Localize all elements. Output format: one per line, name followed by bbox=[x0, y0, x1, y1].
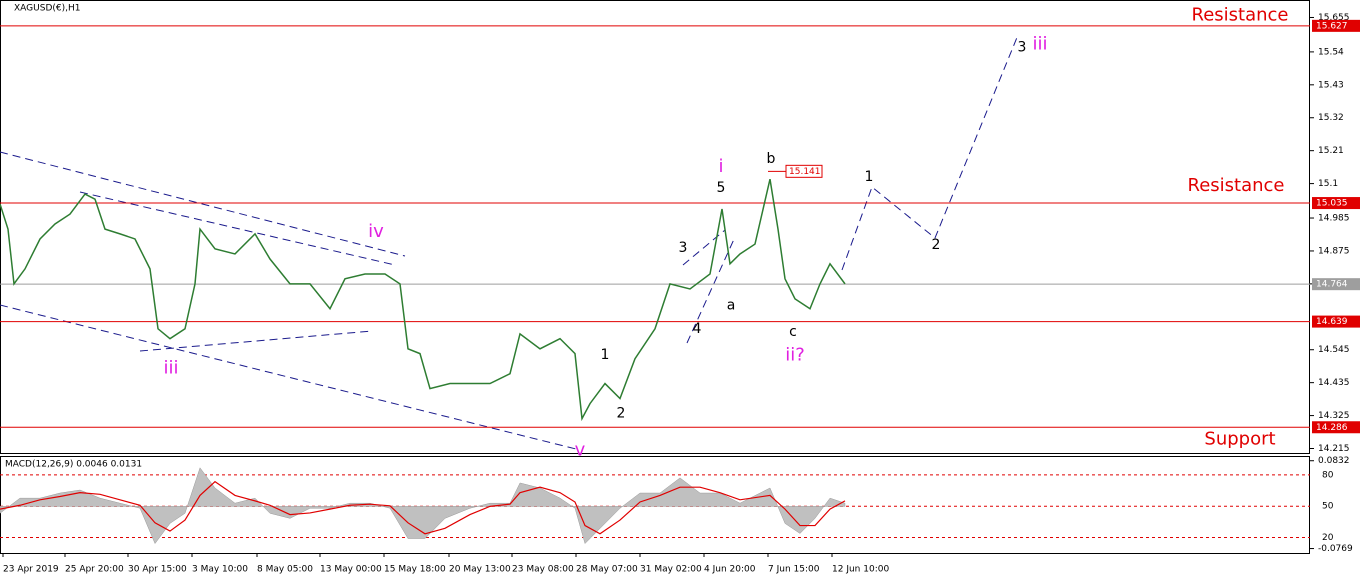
x-tick-label: 15 May 18:00 bbox=[384, 565, 446, 575]
wave-label: Resistance bbox=[1188, 175, 1285, 196]
price-frame bbox=[0, 0, 1310, 454]
wave-label: i bbox=[718, 156, 723, 177]
x-tick-label: 31 May 02:00 bbox=[640, 565, 702, 575]
y-tick-label: 0.0832 bbox=[1318, 456, 1350, 466]
x-tick-label: 28 May 07:00 bbox=[576, 565, 638, 575]
signal-line bbox=[0, 480, 846, 535]
x-tick-label: 3 May 10:00 bbox=[192, 565, 248, 575]
wave-label: 5 bbox=[717, 180, 726, 196]
macd-area bbox=[0, 467, 846, 545]
wave-label: iii bbox=[163, 358, 178, 379]
wave-label: a bbox=[727, 298, 736, 314]
wave-label: ii? bbox=[785, 345, 805, 366]
macd-frame bbox=[0, 456, 1310, 554]
wave-label: 2 bbox=[932, 237, 941, 253]
wave-label: c bbox=[789, 324, 797, 340]
x-tick-label: 25 Apr 20:00 bbox=[65, 565, 124, 575]
price-tag-box bbox=[785, 164, 823, 178]
y-tick-label: 14.215 bbox=[1318, 444, 1350, 454]
y-tick-label: 14.325 bbox=[1318, 411, 1350, 421]
wave-label: 1 bbox=[865, 169, 874, 185]
y-tick-label: 15.21 bbox=[1318, 146, 1344, 156]
level-label: 15.627 bbox=[1316, 21, 1348, 31]
y-tick-label: 15.43 bbox=[1318, 80, 1344, 90]
x-tick-label: 23 Apr 2019 bbox=[3, 565, 59, 575]
wave-label: 3 bbox=[679, 240, 688, 256]
wave-label: iii bbox=[1032, 33, 1047, 54]
y-tick-label: -0.0769 bbox=[1318, 544, 1353, 554]
level-label: 14.764 bbox=[1316, 280, 1348, 290]
x-tick-label: 8 May 05:00 bbox=[257, 565, 313, 575]
level-label: 14.286 bbox=[1316, 423, 1348, 433]
x-tick-label: 4 Jun 20:00 bbox=[704, 565, 756, 575]
wave-label: iv bbox=[368, 221, 384, 242]
wave-label: Support bbox=[1204, 429, 1275, 450]
y-tick-label: 15.54 bbox=[1318, 47, 1344, 57]
y-tick-label: 15.655 bbox=[1318, 13, 1350, 23]
y-tick-label: 14.875 bbox=[1318, 246, 1350, 256]
level-label: 20 bbox=[1322, 533, 1334, 543]
level-label: 50 bbox=[1322, 502, 1334, 512]
wave-label: 1 bbox=[601, 347, 610, 363]
wave-label: Resistance bbox=[1192, 4, 1289, 25]
x-tick-label: 7 Jun 15:00 bbox=[768, 565, 820, 575]
y-tick-label: 14.435 bbox=[1318, 378, 1350, 388]
price-line bbox=[0, 178, 846, 422]
level-tag bbox=[1312, 421, 1360, 434]
level-label: 14.639 bbox=[1316, 317, 1348, 327]
price-tag-label: 15.141 bbox=[789, 167, 821, 177]
x-tick-label: 13 May 00:00 bbox=[320, 565, 382, 575]
y-tick-label: 15.32 bbox=[1318, 113, 1344, 123]
x-tick-label: 23 May 08:00 bbox=[512, 565, 574, 575]
level-tag bbox=[1312, 19, 1360, 32]
level-tag bbox=[1312, 278, 1360, 291]
wave-label: b bbox=[767, 151, 776, 167]
x-tick-label: 20 May 13:00 bbox=[449, 565, 511, 575]
wave-label: 3 bbox=[1018, 39, 1027, 55]
x-tick-label: 30 Apr 15:00 bbox=[128, 565, 187, 575]
x-tick-label: 12 Jun 10:00 bbox=[832, 565, 889, 575]
level-tag bbox=[1312, 197, 1360, 210]
wave-label: 4 bbox=[693, 321, 702, 337]
trend-lines bbox=[0, 34, 1019, 451]
level-tag bbox=[1312, 315, 1360, 328]
y-tick-label: 14.545 bbox=[1318, 345, 1350, 355]
level-label: 15.035 bbox=[1316, 199, 1348, 209]
macd-title: MACD(12,26,9) 0.0046 0.0131 bbox=[5, 460, 142, 470]
chart-title: XAGUSD(€),H1 bbox=[14, 4, 80, 14]
level-label: 80 bbox=[1322, 470, 1334, 480]
wave-label: v bbox=[575, 440, 586, 461]
y-tick-label: 14.985 bbox=[1318, 214, 1350, 224]
y-tick-label: 15.1 bbox=[1318, 179, 1338, 189]
wave-label: 2 bbox=[617, 405, 626, 421]
